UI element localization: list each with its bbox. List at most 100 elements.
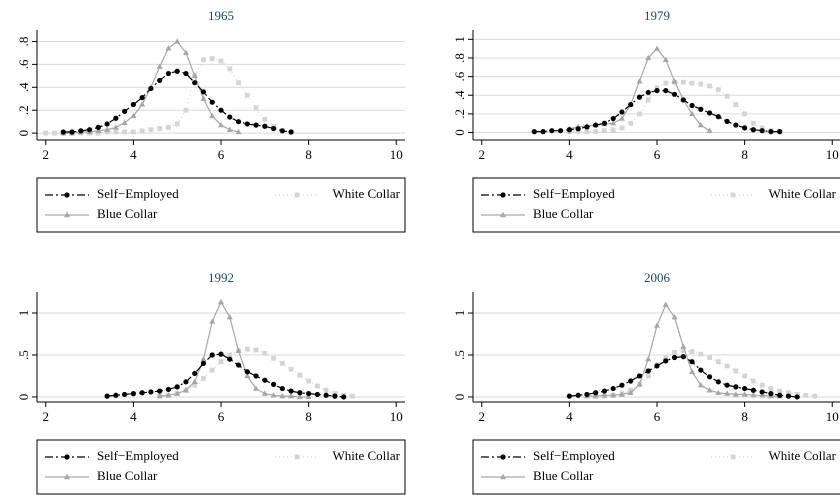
marker: [618, 115, 625, 121]
marker: [236, 80, 241, 86]
marker: [104, 121, 110, 127]
marker: [750, 378, 756, 384]
marker: [113, 115, 119, 121]
x-tick-label: 10: [826, 409, 839, 424]
marker: [95, 124, 101, 130]
marker: [750, 387, 756, 393]
marker: [86, 127, 93, 133]
marker: [104, 393, 110, 399]
marker: [64, 454, 70, 460]
marker: [566, 127, 572, 133]
marker: [750, 392, 757, 398]
marker: [139, 390, 145, 396]
marker: [558, 128, 564, 134]
marker: [209, 56, 215, 62]
marker: [227, 114, 233, 120]
marker: [689, 349, 695, 355]
panel: 1992 0 .5 1 2 4 6 8 10 Self−Employed White Collar B…: [16, 270, 406, 495]
marker: [750, 127, 756, 133]
marker: [121, 119, 128, 126]
marker: [183, 70, 189, 77]
marker: [244, 369, 250, 375]
marker: [654, 45, 660, 51]
marker: [218, 298, 224, 305]
x-tick-label: 6: [218, 409, 225, 424]
marker: [235, 128, 242, 135]
marker: [200, 95, 207, 101]
marker: [200, 89, 207, 95]
marker: [139, 101, 146, 107]
marker: [218, 359, 224, 365]
marker: [663, 80, 669, 86]
marker: [209, 112, 216, 119]
marker: [139, 95, 145, 101]
marker: [500, 473, 506, 480]
marker: [174, 390, 181, 396]
marker: [733, 384, 739, 390]
marker: [707, 355, 712, 360]
marker: [279, 385, 285, 392]
marker: [209, 352, 215, 358]
marker: [95, 127, 102, 134]
marker: [112, 124, 119, 130]
chart-title: 1965: [208, 8, 234, 23]
marker: [165, 386, 172, 393]
marker: [742, 125, 748, 131]
marker: [663, 87, 669, 94]
marker: [697, 121, 704, 128]
marker: [742, 385, 748, 392]
marker: [122, 391, 128, 398]
chart-title: 2006: [644, 270, 671, 285]
marker: [130, 112, 137, 119]
marker: [148, 389, 154, 395]
marker: [113, 129, 119, 135]
marker: [689, 368, 696, 374]
marker: [742, 373, 748, 379]
marker: [768, 129, 774, 135]
marker: [332, 393, 338, 399]
marker: [610, 115, 616, 122]
marker: [191, 72, 198, 79]
marker: [732, 391, 739, 397]
marker: [201, 376, 206, 381]
y-tick-label: .5: [16, 350, 31, 360]
marker: [174, 38, 181, 44]
marker: [636, 373, 643, 379]
marker: [601, 392, 608, 398]
x-tick-label: 4: [566, 409, 573, 424]
marker: [182, 387, 189, 393]
marker: [759, 128, 765, 134]
marker: [610, 127, 616, 133]
marker: [235, 347, 242, 353]
y-tick-label: .2: [16, 105, 31, 115]
marker: [697, 382, 704, 388]
marker: [663, 358, 669, 364]
marker: [297, 372, 303, 378]
marker: [270, 125, 277, 132]
series-line: [45, 57, 292, 134]
marker: [60, 129, 66, 135]
series-line: [534, 90, 780, 133]
marker: [306, 391, 312, 397]
series-line: [569, 356, 798, 398]
marker: [244, 121, 250, 127]
marker: [575, 129, 581, 135]
marker: [244, 346, 250, 352]
legend-box: [36, 177, 406, 233]
marker: [671, 91, 678, 97]
marker: [500, 211, 506, 218]
legend-label: White Collar: [332, 186, 400, 201]
marker: [768, 391, 774, 397]
marker: [671, 313, 678, 320]
marker: [724, 93, 730, 99]
marker: [500, 454, 506, 460]
marker: [715, 389, 722, 395]
marker: [715, 114, 721, 120]
marker: [227, 356, 233, 362]
marker: [192, 382, 198, 388]
marker: [707, 83, 712, 89]
marker: [262, 350, 268, 356]
marker: [593, 122, 599, 128]
marker: [750, 120, 756, 126]
marker: [662, 56, 669, 63]
